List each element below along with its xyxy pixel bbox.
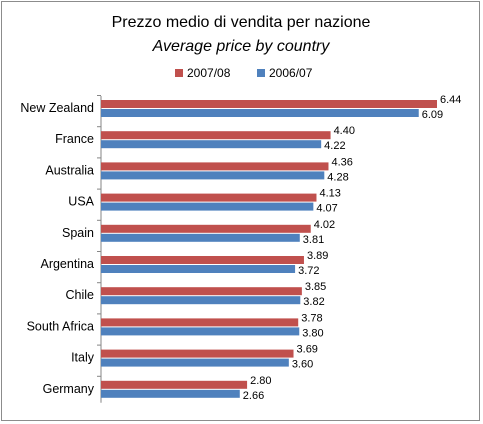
category-label: Chile <box>66 288 95 302</box>
bar-2007-08 <box>101 256 304 264</box>
data-label: 3.72 <box>298 265 319 277</box>
data-label: 4.28 <box>327 171 348 183</box>
bar-2006-07 <box>101 296 301 305</box>
bar-2006-07 <box>101 109 419 117</box>
data-label: 3.80 <box>302 327 323 339</box>
data-label: 3.89 <box>307 250 328 262</box>
bar-2006-07 <box>101 171 325 180</box>
legend-item-0: 2007/08 <box>175 66 231 80</box>
data-label: 4.22 <box>324 140 345 152</box>
data-label: 6.44 <box>440 94 461 106</box>
category-label: Spain <box>62 226 94 240</box>
legend-label-0: 2007/08 <box>187 66 231 80</box>
category-label: South Africa <box>27 319 94 333</box>
bar-2006-07 <box>101 233 300 242</box>
legend: 2007/08 2006/07 <box>175 66 313 80</box>
data-label: 3.60 <box>292 359 313 371</box>
category-label: France <box>55 132 94 146</box>
data-label: 4.07 <box>316 203 337 215</box>
data-label: 2.66 <box>243 390 264 402</box>
data-label: 3.82 <box>303 296 324 308</box>
data-label: 4.40 <box>334 125 355 137</box>
chart-title: Prezzo medio di vendita per nazione <box>112 14 371 31</box>
category-label: USA <box>68 195 94 209</box>
category-group: Spain 4.02 3.81 <box>62 219 335 246</box>
bar-2007-08 <box>101 193 317 202</box>
category-label: New Zealand <box>20 101 94 115</box>
data-label: 3.69 <box>297 344 318 356</box>
category-group: Argentina 3.89 3.72 <box>40 250 328 277</box>
data-label: 2.80 <box>250 375 271 387</box>
bar-2006-07 <box>101 265 296 273</box>
data-label: 6.09 <box>422 109 443 121</box>
bar-2007-08 <box>101 318 299 327</box>
data-label: 3.85 <box>305 281 326 293</box>
bar-2007-08 <box>101 224 311 233</box>
bar-2006-07 <box>101 202 314 211</box>
bar-2006-07 <box>101 389 240 398</box>
bar-2007-08 <box>101 162 329 171</box>
data-label: 4.36 <box>331 156 352 168</box>
bar-2007-08 <box>101 380 248 389</box>
bar-2007-08 <box>101 100 437 108</box>
category-group: Italy 3.69 3.60 <box>71 344 318 371</box>
plot-area: New Zealand 6.44 6.09 France 4.40 4.22 Austral… <box>20 94 461 403</box>
category-label: Italy <box>71 351 95 365</box>
bar-2007-08 <box>101 287 302 296</box>
category-group: France 4.40 4.22 <box>55 125 355 152</box>
category-group: Australia 4.36 4.28 <box>45 156 353 183</box>
category-label: Argentina <box>40 257 94 271</box>
category-label: Australia <box>45 163 94 177</box>
data-label: 3.81 <box>303 234 324 246</box>
category-label: Germany <box>43 382 95 396</box>
data-label: 4.02 <box>314 219 335 231</box>
category-group: South Africa 3.78 3.80 <box>27 312 324 339</box>
legend-label-1: 2006/07 <box>269 66 313 80</box>
category-group: Chile 3.85 3.82 <box>66 281 327 308</box>
category-group: USA 4.13 4.07 <box>68 188 341 215</box>
bar-2006-07 <box>101 327 300 336</box>
legend-swatch-1 <box>257 69 265 77</box>
data-label: 3.78 <box>301 312 322 324</box>
category-group: Germany 2.80 2.66 <box>43 375 272 402</box>
bar-2007-08 <box>101 349 294 358</box>
bar-2006-07 <box>101 358 289 367</box>
legend-swatch-0 <box>175 69 183 77</box>
bar-2007-08 <box>101 131 331 140</box>
legend-item-1: 2006/07 <box>257 66 313 80</box>
category-group: New Zealand 6.44 6.09 <box>20 94 461 121</box>
chart-subtitle: Average price by country <box>152 38 331 55</box>
data-label: 4.13 <box>319 188 340 200</box>
bar-2006-07 <box>101 140 322 149</box>
